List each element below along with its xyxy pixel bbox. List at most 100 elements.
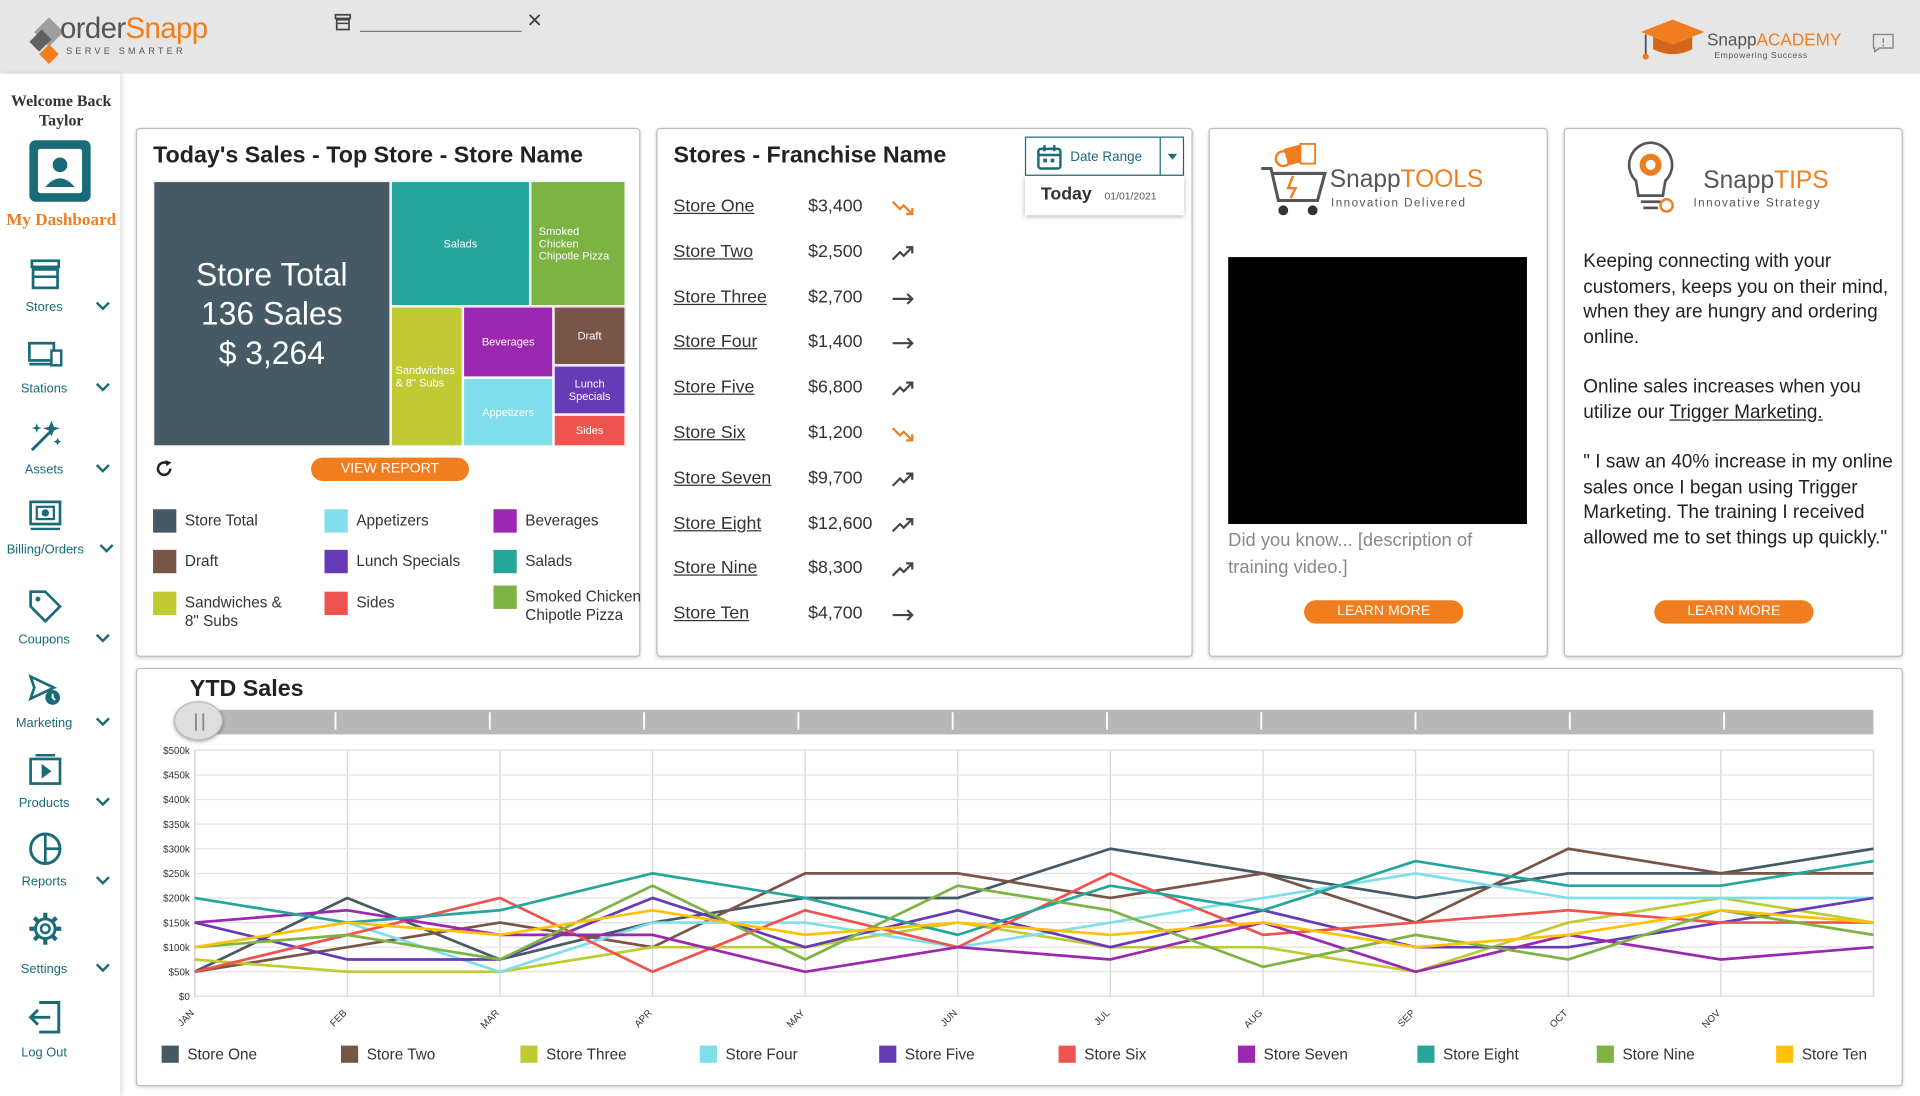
store-row: Store Four $1,400 <box>673 333 955 358</box>
store-amount: $1,200 <box>808 423 863 443</box>
legend-label: Store Four <box>726 1047 798 1064</box>
store-icon <box>30 259 61 290</box>
legend-label: Store One <box>187 1047 257 1064</box>
chevron-down-icon[interactable] <box>95 875 111 887</box>
chevron-down-icon[interactable] <box>95 796 111 808</box>
date-range-option-today[interactable]: Today 01/01/2021 <box>1024 175 1185 216</box>
treemap-tile-sides[interactable]: Sides <box>553 414 626 447</box>
sidebar-item-products[interactable]: Products <box>0 752 120 823</box>
stations-icon <box>28 341 63 367</box>
chevron-down-icon[interactable] <box>95 962 111 974</box>
store-link[interactable]: Store One <box>673 196 755 217</box>
clear-search-icon[interactable]: ✕ <box>526 11 543 32</box>
snapp-tools-tagline: Innovation Delivered <box>1331 196 1467 211</box>
series-line[interactable] <box>194 847 1874 973</box>
store-link[interactable]: Store Six <box>673 423 746 443</box>
trigger-marketing-link[interactable]: Trigger Marketing. <box>1669 401 1823 423</box>
logout-label: Log Out <box>21 1045 67 1061</box>
store-link[interactable]: Store Three <box>673 287 767 308</box>
sidebar-item-stores[interactable]: Stores <box>0 256 120 327</box>
feedback-icon[interactable] <box>1872 33 1894 53</box>
caret-down-icon[interactable] <box>1159 137 1184 175</box>
video-description: Did you know... [description of training… <box>1228 530 1473 579</box>
treemap-tile-lunch-specials[interactable]: Lunch Specials <box>553 365 626 415</box>
store-link[interactable]: Store Nine <box>673 558 758 579</box>
store-total-amount: $ 3,264 <box>218 334 325 372</box>
store-link[interactable]: Store Eight <box>673 513 762 534</box>
treemap-tile-appetizers[interactable]: Appetizers <box>462 377 554 447</box>
stores-title: Stores - Franchise Name <box>673 142 947 169</box>
training-video-player[interactable] <box>1228 257 1527 525</box>
store-amount: $3,400 <box>808 196 863 217</box>
dashboard-user-icon[interactable] <box>27 138 93 204</box>
series-line[interactable] <box>194 884 1874 969</box>
treemap-tile-beverages[interactable]: Beverages <box>462 306 554 378</box>
snapp-tips-tagline: Innovative Strategy <box>1693 196 1822 211</box>
slider-ticks <box>334 712 1880 730</box>
sidebar-item-stations[interactable]: Stations <box>0 337 120 408</box>
date-range-slider-track[interactable] <box>188 709 1880 735</box>
ytd-sales-title: YTD Sales <box>189 676 304 703</box>
academy-name: SnappACADEMY <box>1706 29 1842 50</box>
x-tick-label: NOV <box>1700 1008 1723 1031</box>
sidebar-item-assets[interactable]: Assets <box>0 418 120 489</box>
series-line[interactable] <box>194 859 1874 937</box>
store-link[interactable]: Store Two <box>673 242 754 262</box>
tips-paragraph: Keeping connecting with your customers, … <box>1583 250 1889 348</box>
tips-learn-more-button[interactable]: LEARN MORE <box>1654 600 1814 624</box>
sidebar-item-label: Billing/Orders <box>6 542 84 558</box>
ordersnapp-logo[interactable]: orderSnapp SERVE SMARTER <box>27 7 247 69</box>
sidebar-item-settings[interactable]: Settings <box>0 910 120 981</box>
store-amount: $8,300 <box>808 558 863 579</box>
treemap-tile-store-total[interactable]: Store Total 136 Sales $ 3,264 <box>153 180 391 447</box>
treemap-tile-smoked-pizza[interactable]: Smoked Chicken Chipotle Pizza <box>530 180 626 307</box>
chevron-down-icon[interactable] <box>99 542 114 554</box>
sidebar-item-reports[interactable]: Reports <box>0 830 120 901</box>
chevron-down-icon[interactable] <box>95 632 111 644</box>
series-line[interactable] <box>194 872 1874 974</box>
store-link[interactable]: Store Four <box>673 332 758 353</box>
shopping-cart-icon <box>1261 142 1327 216</box>
user-name: Taylor <box>38 110 84 130</box>
store-link[interactable]: Store Five <box>673 377 755 398</box>
refresh-icon[interactable] <box>154 459 174 479</box>
legend-swatch <box>520 1045 538 1063</box>
search-input[interactable] <box>360 12 522 32</box>
treemap-tile-draft[interactable]: Draft <box>553 306 626 366</box>
y-tick-label: $300k <box>163 844 190 855</box>
sidebar-item-billing-orders[interactable]: Billing/Orders <box>0 498 120 569</box>
chevron-down-icon[interactable] <box>95 300 111 312</box>
x-tick-label: FEB <box>328 1008 350 1030</box>
sidebar-item-coupons[interactable]: Coupons <box>0 588 120 659</box>
view-report-button[interactable]: VIEW REPORT <box>311 457 469 481</box>
legend-swatch <box>1776 1045 1794 1063</box>
tools-learn-more-button[interactable]: LEARN MORE <box>1304 600 1464 624</box>
legend-label: Store Nine <box>1622 1047 1694 1064</box>
x-tick-label: JUL <box>1092 1008 1112 1029</box>
logout-link[interactable]: Log Out <box>0 999 120 1070</box>
date-range-dropdown[interactable]: Date Range <box>1024 136 1185 176</box>
store-row: Store Six $1,200 <box>673 423 955 448</box>
trend-up-icon <box>891 381 914 396</box>
store-link[interactable]: Store Ten <box>673 604 750 624</box>
legend-label: Store Two <box>367 1047 436 1064</box>
todays-sales-card: Today's Sales - Top Store - Store Name S… <box>135 127 641 657</box>
my-dashboard-link[interactable]: My Dashboard <box>6 211 117 231</box>
sidebar-item-marketing[interactable]: Marketing <box>0 672 120 743</box>
logout-icon <box>28 1001 61 1034</box>
chevron-down-icon[interactable] <box>95 463 111 475</box>
snapp-academy-logo[interactable]: SnappACADEMY Empowering Success <box>1636 15 1856 67</box>
series-line[interactable] <box>194 847 1874 974</box>
store-amount: $2,700 <box>808 287 863 308</box>
store-total-sales-count: 136 Sales <box>201 295 343 333</box>
series-line[interactable] <box>194 908 1874 949</box>
grip-icon <box>195 713 205 731</box>
chevron-down-icon[interactable] <box>95 716 111 728</box>
series-line[interactable] <box>194 908 1874 974</box>
trend-down-icon <box>891 200 914 216</box>
chevron-down-icon[interactable] <box>95 381 111 393</box>
store-link[interactable]: Store Seven <box>673 468 772 489</box>
treemap-tile-sandwiches[interactable]: Sandwiches & 8" Subs <box>390 306 463 447</box>
treemap-tile-salads[interactable]: Salads <box>390 180 531 307</box>
date-range-slider-thumb[interactable] <box>173 701 223 741</box>
